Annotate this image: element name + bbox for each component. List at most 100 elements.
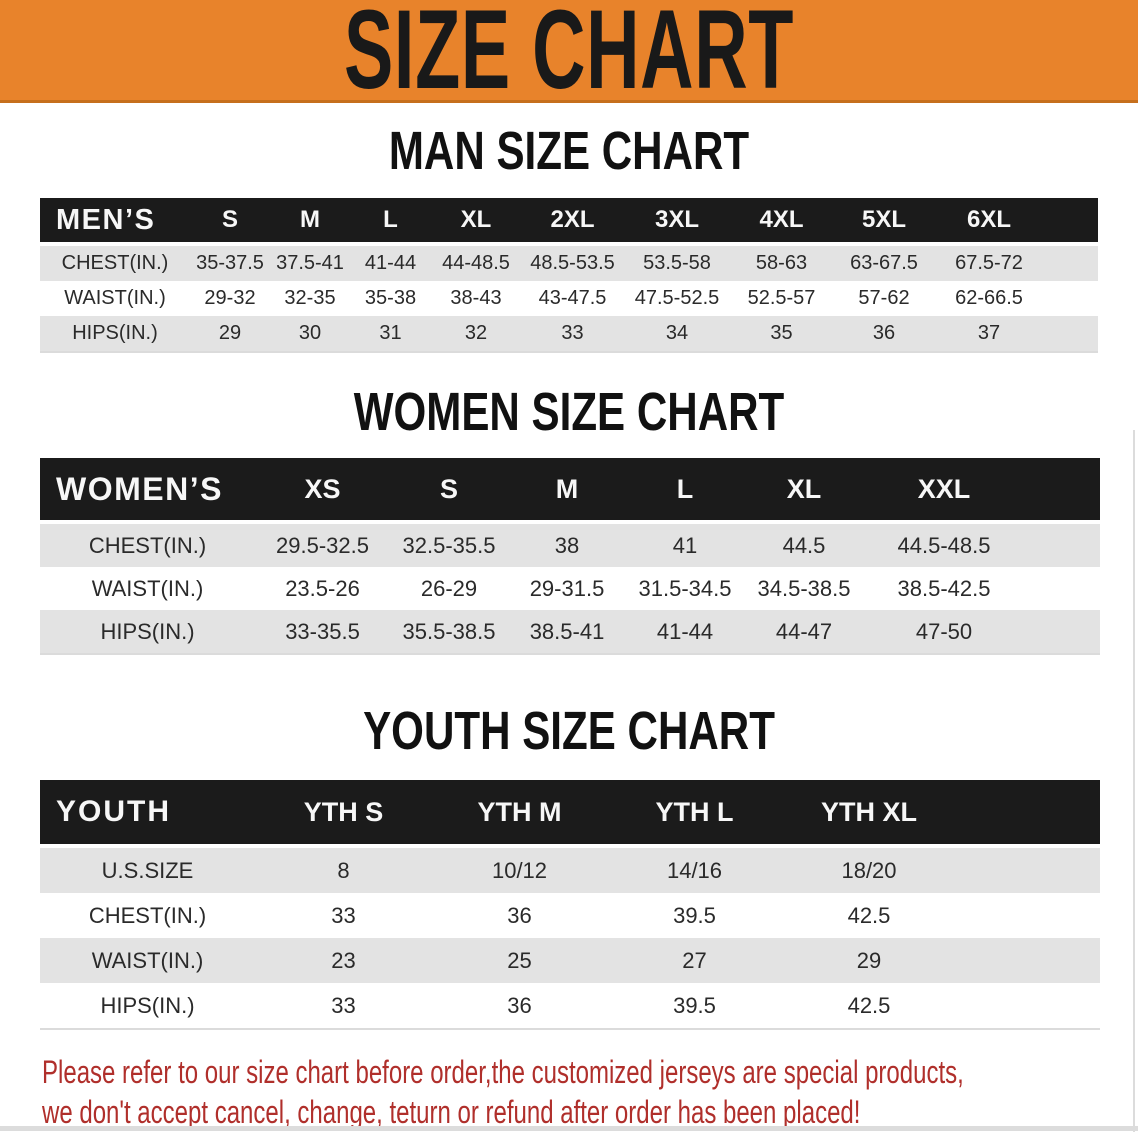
section-youth: YOUTH SIZE CHART YOUTH YTH S YTH M YTH L…	[0, 701, 1138, 1030]
table-row: CHEST(IN.) 35-37.5 37.5-41 41-44 44-48.5…	[40, 242, 1098, 281]
section-women: WOMEN SIZE CHART WOMEN’S XS S M L XL XXL	[0, 385, 1138, 655]
size-value: 39.5	[607, 983, 782, 1030]
size-value: 41	[626, 520, 744, 567]
column-header: YTH M	[432, 780, 607, 846]
size-value: 36	[833, 316, 935, 353]
size-value: 41-44	[626, 610, 744, 655]
size-value: 8	[255, 844, 432, 893]
size-value: 38-43	[450, 287, 502, 309]
size-value: 31	[350, 316, 431, 353]
banner: SIZE CHART	[0, 0, 1138, 112]
size-value: 38	[508, 520, 626, 567]
size-value: 32-35	[284, 287, 336, 309]
column-header: M	[270, 198, 350, 244]
size-value: 67.5-72	[935, 242, 1098, 281]
size-value: 43-47.5	[538, 287, 607, 309]
column-header: 3XL	[624, 198, 730, 244]
size-value: 29-32	[204, 287, 256, 309]
size-value: 29-31.5	[529, 575, 605, 601]
size-value: 42.5	[847, 902, 891, 928]
row-label: HIPS(IN.)	[40, 316, 190, 353]
column-header: L	[626, 458, 744, 522]
disclaimer-line-2-text: we don't accept cancel, change, teturn o…	[42, 1094, 861, 1130]
size-value: 44.5-48.5	[864, 520, 1100, 567]
men-section-heading: MAN SIZE CHART	[0, 124, 1138, 178]
page-title: SIZE CHART	[343, 0, 795, 112]
table-row: HIPS(IN.) 33 36 39.5 42.5	[40, 983, 1100, 1030]
row-label: CHEST(IN.)	[40, 242, 190, 281]
disclaimer: Please refer to our size chart before or…	[0, 1052, 1138, 1132]
size-value: 29	[782, 938, 1100, 983]
table-row: HIPS(IN.) 33-35.5 35.5-38.5 38.5-41 41-4…	[40, 610, 1100, 655]
table-row: WAIST(IN.) 23 25 27 29	[40, 938, 1100, 983]
size-value: 36	[432, 983, 607, 1030]
size-value: 30	[270, 316, 350, 353]
size-value: 35.5-38.5	[390, 610, 508, 655]
youth-table-label: YOUTH	[40, 780, 255, 846]
size-value: 35-37.5	[190, 242, 270, 281]
size-value: 35	[730, 316, 833, 353]
table-row: HIPS(IN.) 29 30 31 32 33 34 35 36 37	[40, 316, 1098, 353]
size-value: 35-38	[364, 287, 417, 309]
youth-size-table: YOUTH YTH S YTH M YTH L YTH XL U.S.SIZE …	[40, 780, 1100, 1030]
image-right-edge	[1133, 430, 1135, 1132]
image-bottom-edge	[0, 1126, 1138, 1131]
column-header: XXL	[864, 458, 1100, 522]
women-table-label: WOMEN’S	[40, 458, 255, 522]
size-value: 23	[255, 938, 432, 983]
size-value: 23.5-26	[285, 575, 360, 601]
section-men: MAN SIZE CHART MEN’S S M L XL 2XL 3XL 4X…	[0, 124, 1138, 353]
size-value: 32.5-35.5	[390, 520, 508, 567]
size-value: 33-35.5	[255, 610, 390, 655]
size-value: 37.5-41	[270, 242, 350, 281]
size-value: 44.5	[744, 520, 864, 567]
women-section-heading: WOMEN SIZE CHART	[0, 385, 1138, 439]
row-label: WAIST(IN.)	[64, 287, 166, 309]
size-value: 38.5-41	[508, 610, 626, 655]
size-value: 48.5-53.5	[521, 242, 624, 281]
size-value: 18/20	[782, 844, 1100, 893]
youth-section-heading: YOUTH SIZE CHART	[0, 701, 1138, 761]
column-header: 6XL	[935, 198, 1098, 244]
column-header: S	[390, 458, 508, 522]
size-value: 14/16	[607, 844, 782, 893]
column-header: XL	[744, 458, 864, 522]
size-value: 39.5	[673, 902, 716, 928]
row-label: HIPS(IN.)	[40, 610, 255, 655]
column-header: YTH L	[607, 780, 782, 846]
size-value: 53.5-58	[624, 242, 730, 281]
size-value: 57-62	[858, 287, 910, 309]
size-value: 44-47	[744, 610, 864, 655]
column-header: XL	[431, 198, 521, 244]
column-header: S	[190, 198, 270, 244]
column-header: 4XL	[730, 198, 833, 244]
size-value: 25	[432, 938, 607, 983]
size-value: 27	[607, 938, 782, 983]
size-value: 34.5-38.5	[757, 575, 851, 601]
size-value: 36	[507, 902, 532, 928]
size-value: 41-44	[350, 242, 431, 281]
column-header: L	[350, 198, 431, 244]
size-value: 33	[521, 316, 624, 353]
row-label: HIPS(IN.)	[40, 983, 255, 1030]
column-header: YTH S	[255, 780, 432, 846]
column-header: 5XL	[833, 198, 935, 244]
disclaimer-line-1: Please refer to our size chart before or…	[42, 1052, 1138, 1092]
size-value: 10/12	[432, 844, 607, 893]
size-value: 38.5-42.5	[897, 575, 991, 601]
row-label: U.S.SIZE	[40, 844, 255, 893]
men-table-label: MEN’S	[40, 198, 190, 244]
column-header: 2XL	[521, 198, 624, 244]
table-row: WAIST(IN.) 23.5-26 26-29 29-31.5 31.5-34…	[40, 567, 1100, 610]
row-label: CHEST(IN.)	[40, 520, 255, 567]
size-value: 62-66.5	[955, 287, 1023, 309]
women-header-row: WOMEN’S XS S M L XL XXL	[40, 458, 1100, 522]
row-label: WAIST(IN.)	[40, 938, 255, 983]
youth-section-heading-text: YOUTH SIZE CHART	[363, 701, 775, 761]
size-value: 31.5-34.5	[638, 575, 732, 601]
youth-header-row: YOUTH YTH S YTH M YTH L YTH XL	[40, 780, 1100, 846]
table-row: CHEST(IN.) 33 36 39.5 42.5	[40, 893, 1100, 938]
table-row: U.S.SIZE 8 10/12 14/16 18/20	[40, 844, 1100, 893]
column-header: XS	[255, 458, 390, 522]
